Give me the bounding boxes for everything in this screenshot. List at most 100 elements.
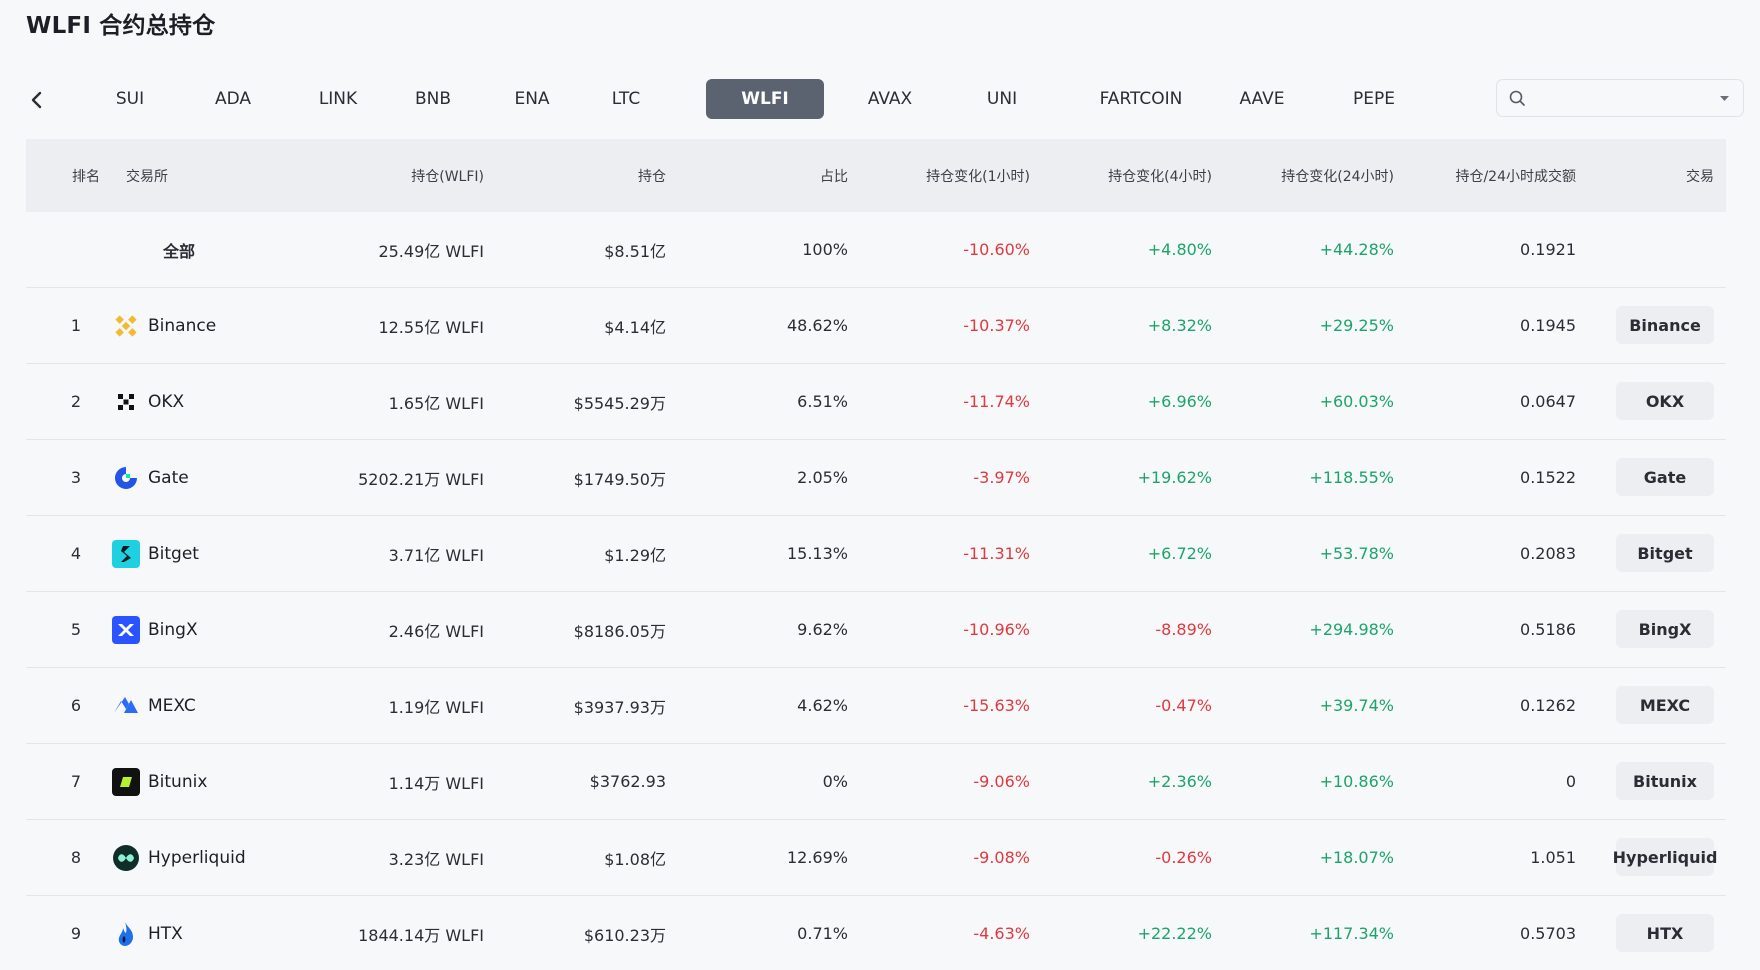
col-oi-coin: 持仓(WLFI) [411,168,484,185]
caret-down-icon[interactable] [1720,96,1729,102]
tab-ena[interactable]: ENA [514,89,550,109]
oi-cell: $610.23万 [583,925,666,945]
trade-button-okx[interactable]: OKX [1616,382,1714,420]
table-row: 1 Binance 12.55亿 WLFI $4.14亿 48.62% -10.37% +8… [26,288,1726,364]
col-chg-1h: 持仓变化(1小时) [926,168,1030,185]
total-row: 全部 25.49亿 WLFI $8.51亿 100% -10.60% +4.80… [26,212,1726,288]
chg-4h-cell: +6.72% [1147,544,1212,563]
total-chg-4h: +4.80% [1147,240,1212,259]
trade-button-hyperliquid[interactable]: Hyperliquid [1613,838,1717,876]
tab-ada[interactable]: ADA [214,89,252,109]
tab-sui[interactable]: SUI [115,89,145,109]
search-icon [1509,90,1525,106]
table-row: 3 Gate 5202.21万 WLFI $1749.50万 2.05% -3.97% +1… [26,440,1726,516]
chg-24h-cell: +29.25% [1319,316,1394,335]
chg-1h-cell: -11.31% [963,544,1030,563]
oi-vol-cell: 1.051 [1530,848,1576,867]
oi-vol-cell: 0.5703 [1520,924,1576,943]
col-chg-4h: 持仓变化(4小时) [1108,168,1212,185]
exchange-name: Hyperliquid [148,847,246,868]
tab-uni[interactable]: UNI [986,89,1018,109]
chg-1h-cell: -9.08% [973,848,1030,867]
share-cell: 0% [822,772,848,791]
oi-cell: $3762.93 [589,772,666,791]
share-cell: 9.62% [797,620,848,639]
table-row: 4 Bitget 3.71亿 WLFI $1.29亿 15.13% -11.31% +6.7… [26,516,1726,592]
oi-coin-cell: 1.19亿 WLFI [388,697,484,717]
total-label: 全部 [163,241,196,261]
exchange-cell: MEXC [112,668,292,743]
exchange-cell: HTX [112,896,292,970]
tab-ltc[interactable]: LTC [611,89,641,109]
oi-coin-cell: 1844.14万 WLFI [358,925,484,945]
share-cell: 4.62% [797,696,848,715]
trade-button-bingx[interactable]: BingX [1616,610,1714,648]
scroll-left-button[interactable] [26,79,48,121]
chg-4h-cell: +2.36% [1147,772,1212,791]
chg-1h-cell: -11.74% [963,392,1030,411]
col-trade: 交易 [1686,168,1714,185]
oi-coin-cell: 12.55亿 WLFI [378,317,484,337]
tab-aave[interactable]: AAVE [1239,89,1285,109]
table-row: 9 HTX 1844.14万 WLFI $610.23万 0.71% -4.63% +22.… [26,896,1726,970]
trade-button-bitunix[interactable]: Bitunix [1616,762,1714,800]
exchange-name: Bitget [148,543,199,564]
chg-24h-cell: +10.86% [1319,772,1394,791]
chg-24h-cell: +53.78% [1319,544,1394,563]
chg-24h-cell: +294.98% [1309,620,1394,639]
bitunix-logo-icon [112,767,140,796]
tab-pepe[interactable]: PEPE [1353,89,1395,109]
oi-vol-cell: 0.1945 [1520,316,1576,335]
rank-cell: 7 [70,772,82,791]
table-row: 6 MEXC 1.19亿 WLFI $3937.93万 4.62% -15.63% -0.4… [26,668,1726,744]
trade-button-gate[interactable]: Gate [1616,458,1714,496]
col-exchange: 交易所 [126,168,168,185]
chg-4h-cell: +22.22% [1137,924,1212,943]
col-rank: 排名 [72,168,100,185]
exchange-name: HTX [148,923,183,944]
tab-bnb[interactable]: BNB [414,89,452,109]
tab-wlfi[interactable]: WLFI [706,79,824,119]
share-cell: 2.05% [797,468,848,487]
table-body: 1 Binance 12.55亿 WLFI $4.14亿 48.62% -10.37% +8… [26,288,1726,970]
chg-1h-cell: -4.63% [973,924,1030,943]
oi-cell: $1749.50万 [573,469,666,489]
trade-button-bitget[interactable]: Bitget [1616,534,1714,572]
binance-logo-icon [112,312,140,340]
rank-cell: 1 [70,316,82,335]
oi-cell: $5545.29万 [573,393,666,413]
rank-cell: 8 [70,848,82,867]
trade-button-mexc[interactable]: MEXC [1616,686,1714,724]
tab-link[interactable]: LINK [318,89,358,109]
total-chg-24h: +44.28% [1319,240,1394,259]
chg-1h-cell: -15.63% [963,696,1030,715]
trade-button-htx[interactable]: HTX [1616,914,1714,952]
exchange-cell: Gate [112,440,292,515]
oi-cell: $3937.93万 [573,697,666,717]
oi-cell: $4.14亿 [604,317,666,337]
search-select[interactable] [1496,79,1744,117]
exchange-name: Gate [148,467,189,488]
table-row: 5 BingX 2.46亿 WLFI $8186.05万 9.62% -10.96% -8.… [26,592,1726,668]
page-title: WLFI 合约总持仓 [26,13,216,39]
oi-vol-cell: 0.5186 [1520,620,1576,639]
oi-coin-cell: 1.14万 WLFI [388,773,484,793]
exchange-cell: Bitget [112,516,292,591]
total-share: 100% [802,240,848,259]
share-cell: 6.51% [797,392,848,411]
oi-cell: $1.29亿 [604,545,666,565]
rank-cell: 4 [70,544,82,563]
oi-coin-cell: 5202.21万 WLFI [358,469,484,489]
oi-cell: $8186.05万 [573,621,666,641]
oi-coin-cell: 3.71亿 WLFI [388,545,484,565]
oi-vol-cell: 0.0647 [1520,392,1576,411]
oi-vol-cell: 0.2083 [1520,544,1576,563]
search-input[interactable] [1535,86,1709,112]
open-interest-table: 排名 交易所 持仓(WLFI) 持仓 占比 持仓变化(1小时) 持仓变化(4小时… [26,139,1726,970]
col-oi-vol: 持仓/24小时成交额 [1455,168,1576,185]
share-cell: 15.13% [786,544,848,563]
tab-avax[interactable]: AVAX [867,89,913,109]
tab-fartcoin[interactable]: FARTCOIN [1099,89,1183,109]
coin-tabs: SUI ADA LINK BNB ENA LTC WLFI AVAX UNI FARTCOIN AA… [26,79,1746,121]
trade-button-binance[interactable]: Binance [1616,306,1714,344]
